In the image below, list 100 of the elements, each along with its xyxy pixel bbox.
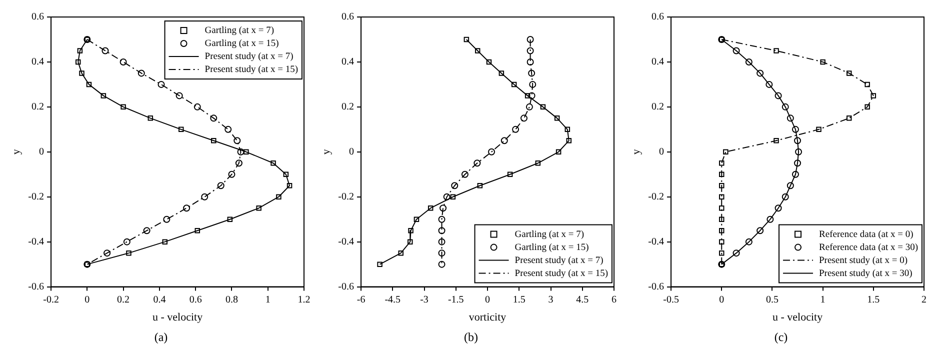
point (782, 193, 789, 200)
point (120, 58, 127, 66)
point (719, 160, 724, 166)
point (461, 170, 468, 178)
point (79, 70, 84, 76)
x-tick-label: 3 (548, 294, 554, 306)
x-tick-label: 0.6 (189, 294, 202, 306)
point (224, 126, 232, 133)
point (774, 138, 779, 144)
point (244, 149, 249, 155)
point (138, 70, 145, 77)
point (183, 204, 190, 212)
point (719, 216, 724, 222)
point (526, 36, 534, 43)
point (528, 70, 536, 77)
point (732, 47, 740, 54)
point (864, 82, 870, 88)
y-tick-label: 0 (659, 146, 664, 158)
y-tick-label: 0.2 (342, 102, 354, 113)
point (535, 160, 541, 166)
legend-label: Gartling (at x = 7) (514, 230, 584, 240)
y-tick-label: 0 (349, 146, 354, 158)
point (719, 172, 724, 178)
point (438, 260, 446, 268)
x-tick-label: 1 (265, 294, 270, 306)
point (540, 104, 546, 110)
x-tick-label: -3 (420, 294, 428, 306)
point (120, 104, 126, 110)
x-tick-label: 1.5 (512, 294, 526, 306)
point (794, 160, 802, 167)
point (163, 216, 170, 223)
point (774, 48, 779, 54)
legend-label: Present study (at x = 30) (819, 268, 912, 279)
point (126, 250, 132, 256)
y-tick-label: 0.2 (652, 102, 664, 113)
point (158, 80, 165, 88)
y-tick-label: -0.6 (338, 281, 354, 292)
x-tick-label: 2 (922, 294, 926, 306)
point (870, 93, 876, 98)
point (756, 70, 764, 77)
point (786, 182, 794, 190)
point (477, 183, 483, 188)
legend-label: Gartling (at x = 15) (514, 242, 589, 253)
y-tick-label: 0.2 (32, 102, 44, 113)
x-tick-label: 6 (612, 294, 616, 306)
point (719, 205, 724, 211)
point (756, 227, 764, 234)
point (228, 170, 236, 178)
x-tick-label: -4.5 (384, 294, 401, 306)
legend-label: Reference data (at x = 0) (819, 230, 914, 240)
y-tick-label: -0.4 (648, 236, 664, 248)
y-tick-label: -0.6 (648, 281, 664, 292)
legend-label: Present study (at x = 15) (204, 65, 298, 75)
x-tick-label: 0 (719, 294, 724, 306)
point (792, 170, 799, 178)
point (794, 137, 802, 144)
y-tick-label: 0.4 (342, 56, 354, 68)
x-axis-title: u - velocity (772, 311, 824, 324)
point (556, 149, 562, 155)
x-axis-title: vorticity (468, 311, 507, 324)
point (76, 59, 81, 65)
y-tick-label: 0.4 (32, 56, 44, 68)
point (217, 182, 224, 190)
x-tick-label: 0.8 (225, 294, 238, 306)
point (148, 116, 154, 121)
point (398, 250, 404, 256)
x-tick-label: 0 (84, 294, 90, 306)
y-axis-title: y (320, 148, 332, 155)
point (451, 182, 458, 190)
point (286, 183, 292, 188)
y-tick-label: -0.2 (28, 191, 44, 202)
y-axis-title: y (630, 148, 642, 155)
point (474, 48, 480, 54)
point (438, 238, 446, 246)
point (438, 227, 446, 234)
point (256, 205, 262, 211)
point (474, 160, 481, 167)
point (786, 114, 794, 122)
point (438, 250, 446, 257)
point (566, 138, 572, 144)
legend-label: Present study (at x = 7) (514, 256, 604, 266)
point (104, 250, 111, 257)
point (520, 114, 528, 122)
point (795, 148, 802, 156)
point (237, 148, 244, 156)
point (486, 59, 492, 65)
x-tick-label: -1.5 (448, 294, 464, 306)
point (123, 238, 130, 246)
point (723, 149, 728, 155)
x-tick-label: -6 (356, 294, 366, 306)
point (270, 160, 276, 166)
text: (a) (154, 330, 168, 345)
point (276, 194, 282, 200)
y-tick-label: -0.2 (338, 191, 354, 202)
point (438, 216, 446, 223)
point (488, 148, 496, 156)
point (719, 194, 724, 200)
x-tick-label: 1 (820, 294, 826, 306)
point (440, 204, 447, 212)
point (102, 47, 109, 54)
